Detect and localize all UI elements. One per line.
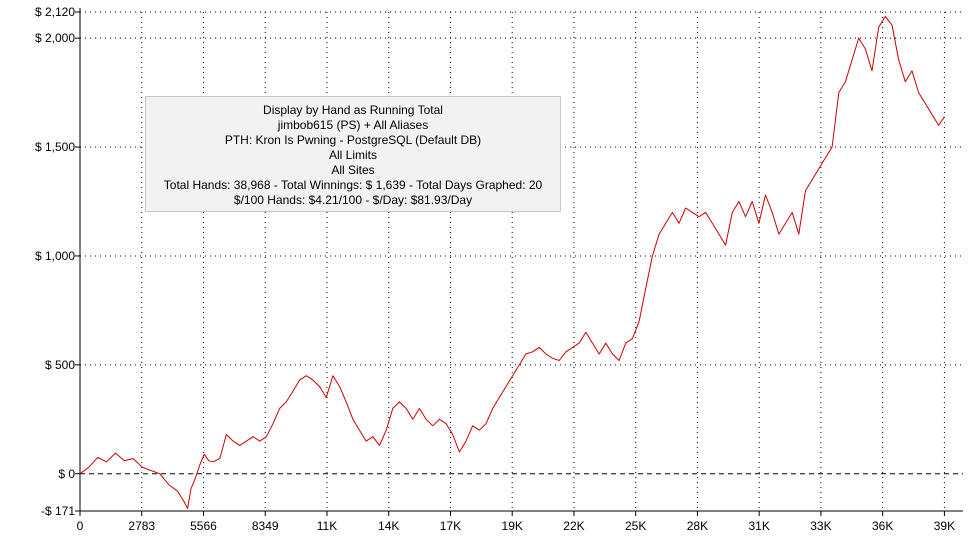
- y-tick-label: $ 1,500: [35, 140, 75, 154]
- x-tick-label: 31K: [748, 519, 769, 533]
- y-tick-label: $ 1,000: [35, 249, 75, 263]
- y-tick-label: -$ 171: [41, 504, 75, 518]
- y-tick-label: $ 0: [58, 467, 75, 481]
- x-tick-label: 11K: [317, 519, 337, 533]
- grid-layer: [80, 11, 963, 512]
- x-tick-label: 17K: [440, 519, 461, 533]
- info-player: jimbob615 (PS) + All Aliases: [277, 118, 429, 132]
- x-tick-label: 25K: [625, 519, 646, 533]
- info-database: PTH: Kron Is Pwning - PostgreSQL (Defaul…: [224, 133, 482, 147]
- y-tick-label: $ 2,120: [35, 5, 75, 19]
- x-tick-label: 0: [77, 519, 84, 533]
- info-sites: All Sites: [331, 163, 375, 177]
- x-tick-label: 19K: [502, 519, 523, 533]
- info-limits: All Limits: [328, 148, 377, 162]
- info-box: Display by Hand as Running Total jimbob6…: [145, 96, 561, 212]
- info-display-mode: Display by Hand as Running Total: [263, 103, 443, 117]
- info-totals: Total Hands: 38,968 - Total Winnings: $ …: [163, 178, 543, 192]
- y-axis-ticks: $ 2,120 $ 2,000 $ 1,500 $ 1,000 $ 500 $ 0 -$ 1…: [35, 5, 75, 518]
- x-tick-label: 33K: [810, 519, 831, 533]
- series-line: [79, 15, 945, 510]
- x-tick-label: 5566: [190, 519, 217, 533]
- axes-layer: [75, 8, 963, 516]
- x-axis-ticks: 0 2783 5566 8349 11K 14K 17K 19K 22K 25K 28K 31K 33K…: [77, 519, 955, 533]
- x-tick-label: 28K: [687, 519, 708, 533]
- x-tick-label: 39K: [934, 519, 955, 533]
- info-rates: $/100 Hands: $4.21/100 - $/Day: $81.93/D…: [233, 193, 473, 207]
- x-tick-label: 14K: [378, 519, 399, 533]
- series-layer: [79, 15, 945, 510]
- x-tick-label: 8349: [252, 519, 279, 533]
- y-tick-label: $ 500: [45, 358, 75, 372]
- y-tick-label: $ 2,000: [35, 31, 75, 45]
- x-tick-label: 2783: [128, 519, 155, 533]
- x-tick-label: 36K: [872, 519, 893, 533]
- x-tick-label: 22K: [563, 519, 584, 533]
